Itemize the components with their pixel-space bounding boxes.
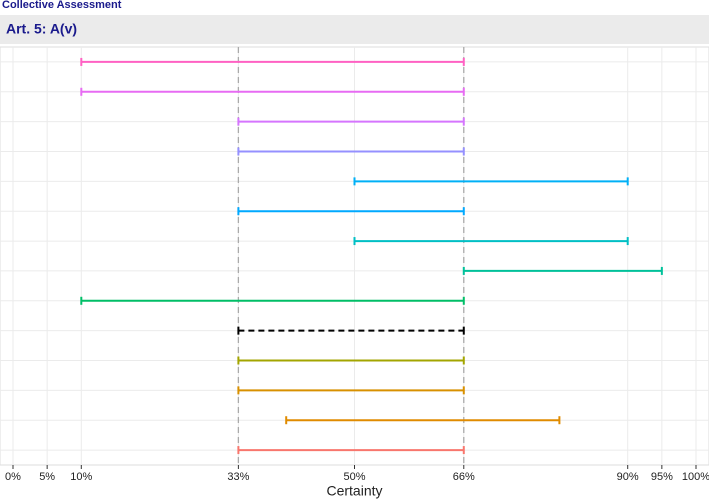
x-tick-label: 100%	[682, 471, 709, 483]
x-tick-label: 95%	[651, 471, 673, 483]
facet-strip	[0, 15, 709, 44]
x-axis-label: Certainty	[326, 483, 382, 499]
x-tick-label: 33%	[227, 471, 249, 483]
x-tick-label: 90%	[617, 471, 639, 483]
chart-title: Collective Assessment	[2, 0, 122, 11]
x-tick-label: 0%	[5, 471, 21, 483]
facet-label: Art. 5: A(v)	[6, 21, 77, 37]
x-tick-label: 50%	[343, 471, 365, 483]
x-tick-label: 10%	[70, 471, 92, 483]
x-tick-label: 66%	[453, 471, 475, 483]
x-tick-label: 5%	[39, 471, 55, 483]
